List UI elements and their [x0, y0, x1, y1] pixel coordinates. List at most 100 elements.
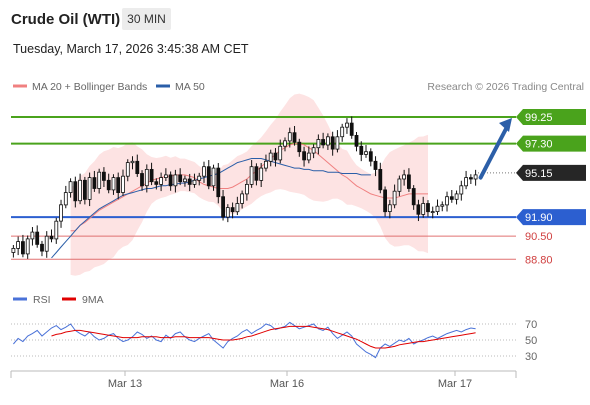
- bear-candle: [330, 136, 335, 150]
- bear-candle: [102, 171, 106, 181]
- bear-candle: [368, 151, 373, 162]
- timeframe-label: 30 MIN: [127, 12, 166, 26]
- bull-candle: [430, 211, 435, 214]
- bear-candle: [135, 160, 140, 175]
- bull-candle: [459, 185, 464, 195]
- rsi-tick-label: 30: [525, 351, 537, 363]
- ma50-legend-label: MA 50: [175, 81, 205, 93]
- bear-candle: [73, 181, 78, 202]
- bull-candle: [311, 147, 316, 154]
- bull-candle: [316, 139, 321, 149]
- resistance-label: 99.25: [525, 112, 553, 124]
- bull-candle: [325, 136, 330, 146]
- bull-candle: [340, 126, 345, 138]
- bear-candle: [254, 166, 259, 181]
- bull-candle: [159, 177, 164, 185]
- ma50-line: [51, 158, 371, 259]
- bull-candle: [306, 152, 311, 161]
- bull-candle: [182, 178, 187, 183]
- bear-candle: [416, 204, 421, 215]
- bear-candle: [292, 132, 297, 143]
- support-label: 88.80: [525, 254, 553, 266]
- bull-candle: [78, 179, 82, 202]
- bull-candle: [44, 235, 49, 252]
- rsi-legend-label: RSI: [33, 294, 51, 306]
- x-tick-label: Mar 13: [108, 378, 142, 390]
- bull-candle: [63, 192, 68, 206]
- datetime-label: Tuesday, March 17, 2026 3:45:38 AM CET: [13, 42, 249, 56]
- pivot-tag: [516, 209, 586, 226]
- support-label: 90.50: [525, 231, 553, 243]
- resistance-tag: [516, 135, 586, 152]
- bull-candle: [421, 203, 426, 215]
- bull-candle: [283, 140, 287, 147]
- bull-candle: [68, 181, 73, 193]
- rsi-ma-line: [51, 325, 476, 349]
- forecast-arrow-head: [499, 118, 512, 133]
- bear-candle: [321, 139, 326, 146]
- bear-candle: [20, 241, 25, 255]
- bear-candle: [354, 134, 359, 147]
- bull-candle: [263, 160, 268, 169]
- rsi-ma-legend-label: 9MA: [82, 294, 104, 306]
- bear-candle: [187, 178, 192, 185]
- bear-candle: [92, 177, 97, 189]
- bull-candle: [473, 174, 478, 180]
- resistance-tag: [516, 109, 586, 126]
- bull-candle: [464, 177, 469, 187]
- bull-candle: [240, 193, 245, 204]
- bull-candle: [397, 178, 402, 192]
- ma20-legend-label: MA 20 + Bollinger Bands: [32, 81, 147, 93]
- bear-candle: [140, 173, 144, 187]
- forecast-arrow-shaft: [478, 123, 510, 180]
- bear-candle: [468, 177, 473, 180]
- bull-candle: [268, 152, 273, 162]
- pivot-label: 91.90: [525, 212, 553, 224]
- bear-candle: [116, 177, 121, 194]
- bull-candle: [278, 145, 283, 161]
- bollinger-band: [70, 93, 428, 276]
- bull-candle: [402, 174, 407, 180]
- bull-candle: [16, 241, 21, 249]
- bear-candle: [297, 141, 302, 153]
- bull-candle: [30, 231, 35, 240]
- instrument-title: Crude Oil (WTI): [11, 11, 120, 28]
- bull-candle: [121, 175, 125, 193]
- bull-candle: [197, 175, 202, 181]
- bull-candle: [387, 204, 392, 213]
- copyright-label: Research © 2026 Trading Central: [427, 81, 584, 93]
- bull-candle: [173, 174, 178, 187]
- x-axis: Mar 13 Mar 16 Mar 17: [108, 371, 472, 390]
- bear-candle: [221, 196, 226, 218]
- bear-candle: [35, 231, 40, 245]
- bear-candle: [154, 181, 159, 185]
- x-tick-label: Mar 17: [438, 378, 472, 390]
- bear-candle: [273, 152, 278, 161]
- bull-candle: [11, 247, 16, 253]
- bear-candle: [302, 151, 307, 161]
- bull-candle: [435, 205, 440, 212]
- bear-candle: [449, 196, 454, 200]
- bear-candle: [359, 145, 364, 155]
- timeframe-badge[interactable]: [122, 8, 171, 30]
- bear-candle: [168, 174, 173, 187]
- rsi-panel: 30 50 70: [11, 319, 537, 363]
- bull-candle: [211, 167, 216, 187]
- rsi-line: [13, 321, 476, 359]
- bull-candle: [192, 179, 197, 185]
- ma20-line: [70, 143, 428, 232]
- bear-candle: [206, 166, 211, 187]
- bull-candle: [59, 204, 63, 222]
- bear-candle: [349, 122, 354, 136]
- bear-candle: [106, 179, 111, 191]
- bull-candle: [345, 122, 349, 128]
- bear-candle: [83, 179, 87, 200]
- bear-candle: [406, 174, 411, 189]
- bull-candle: [445, 196, 449, 206]
- resistance-label: 97.30: [525, 139, 553, 151]
- rsi-tick-label: 70: [525, 319, 537, 331]
- bull-candle: [163, 174, 168, 178]
- bull-candle: [259, 167, 264, 181]
